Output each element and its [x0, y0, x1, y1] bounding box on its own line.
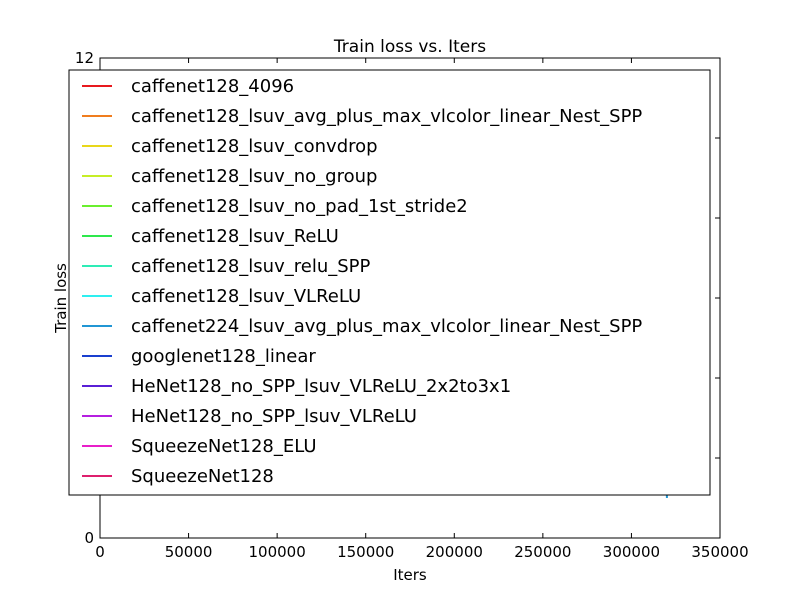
- x-tick-label: 0: [95, 543, 105, 561]
- legend-label: caffenet128_lsuv_avg_plus_max_vlcolor_li…: [131, 106, 642, 127]
- chart-title: Train loss vs. Iters: [333, 37, 486, 57]
- x-tick-label: 200000: [426, 543, 483, 561]
- ticks: 0 50000 100000 150000 200000 250000 300000 3500…: [75, 49, 749, 561]
- x-tick-label: 100000: [249, 543, 306, 561]
- x-tick-label: 50000: [165, 543, 213, 561]
- x-tick-label: 150000: [337, 543, 394, 561]
- legend-label: caffenet128_4096: [131, 76, 294, 97]
- x-tick-label: 350000: [691, 543, 748, 561]
- y-tick-label: 12: [75, 49, 94, 67]
- y-axis-label: Train loss: [52, 263, 70, 334]
- legend-label: caffenet128_lsuv_convdrop: [131, 136, 378, 157]
- legend-label: caffenet128_lsuv_relu_SPP: [131, 256, 371, 277]
- legend: caffenet128_4096 caffenet128_lsuv_avg_plu…: [68, 69, 711, 496]
- legend-label: caffenet224_lsuv_avg_plus_max_vlcolor_li…: [131, 316, 642, 337]
- legend-label: caffenet128_lsuv_ReLU: [131, 226, 339, 247]
- legend-label: caffenet128_lsuv_no_group: [131, 166, 377, 187]
- legend-label: caffenet128_lsuv_VLReLU: [131, 286, 361, 307]
- x-axis-label: Iters: [393, 566, 427, 584]
- legend-label: SqueezeNet128: [131, 466, 274, 487]
- legend-box: [68, 69, 711, 496]
- legend-label: HeNet128_no_SPP_lsuv_VLReLU: [131, 406, 417, 427]
- x-tick-label: 300000: [603, 543, 660, 561]
- x-tick-label: 250000: [514, 543, 571, 561]
- y-tick-label: 0: [84, 529, 94, 547]
- legend-label: HeNet128_no_SPP_lsuv_VLReLU_2x2to3x1: [131, 376, 511, 397]
- legend-label: SqueezeNet128_ELU: [131, 436, 317, 457]
- legend-label: googlenet128_linear: [131, 346, 316, 367]
- legend-label: caffenet128_lsuv_no_pad_1st_stride2: [131, 196, 468, 217]
